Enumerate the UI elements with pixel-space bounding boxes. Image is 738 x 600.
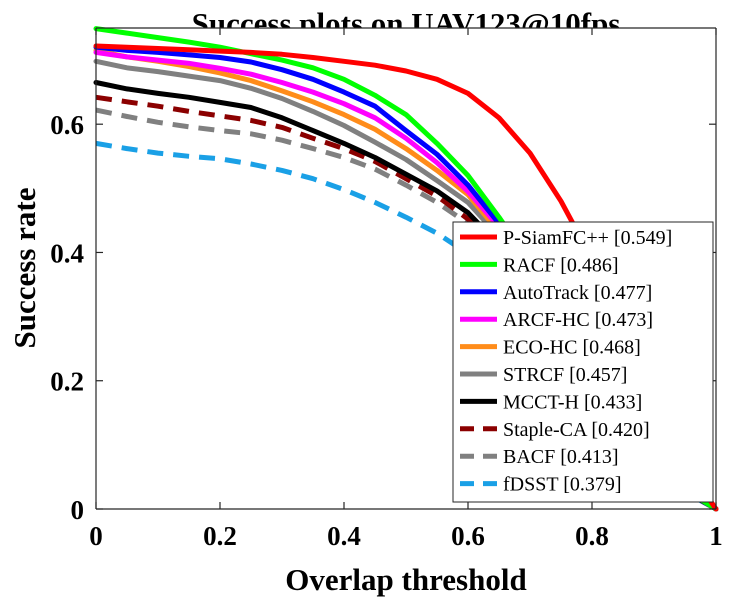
y-tick-label: 0.4 [50,238,84,268]
x-tick-label: 0.4 [327,521,361,551]
legend-entry-9: fDSST [0.379] [503,474,622,496]
y-tick-label: 0.6 [50,110,84,140]
legend: P-SiamFC++ [0.549] RACF [0.486] AutoTrack … [452,221,714,503]
x-tick-label: 0.6 [451,521,485,551]
axes-frame [95,27,717,510]
legend-entry-2: AutoTrack [0.477] [503,282,652,304]
legend-entry-7: Staple-CA [0.420] [503,419,650,441]
legend-entry-0: P-SiamFC++ [0.549] [503,227,672,249]
legend-entry-4: ECO-HC [0.468] [503,337,641,359]
legend-entry-8: BACF [0.413] [503,446,619,468]
ticks-layer: 0 0.2 0.4 0.6 0.8 1 0 0.2 0.4 0.6 [50,28,723,551]
legend-entry-5: STRCF [0.457] [503,364,627,386]
legend-entry-1: RACF [0.486] [503,254,619,276]
x-tick-label: 0 [89,521,103,551]
x-tick-label: 0.8 [575,521,609,551]
legend-entry-3: ARCF-HC [0.473] [503,309,653,331]
y-tick-label: 0.2 [50,367,84,397]
y-tick-label: 0 [71,495,85,525]
legend-entry-6: MCCT-H [0.433] [503,391,642,413]
x-tick-label: 1 [709,521,723,551]
x-tick-label: 0.2 [203,521,237,551]
y-axis-label: Success rate [7,188,42,349]
x-axis-label: Overlap threshold [285,562,526,597]
legend-items: P-SiamFC++ [0.549] RACF [0.486] AutoTrack … [460,227,672,496]
